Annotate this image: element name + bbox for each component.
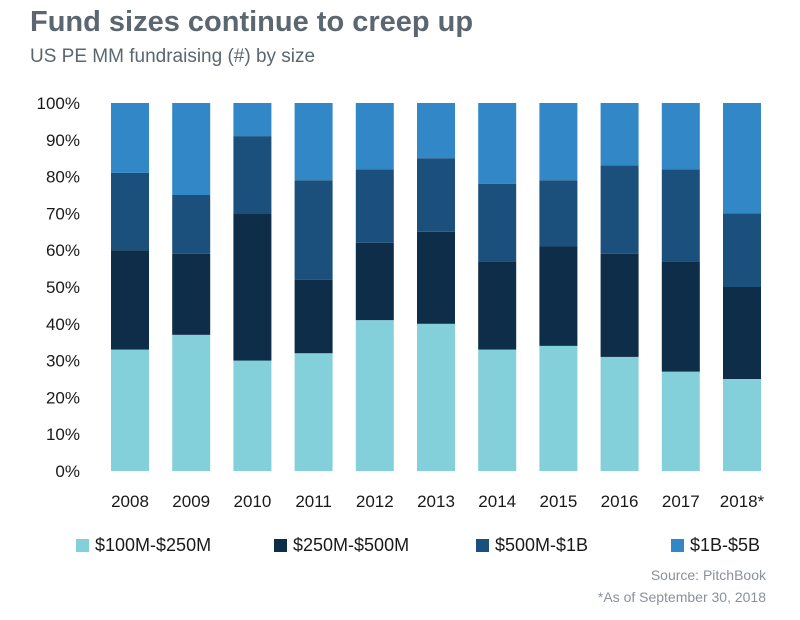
y-tick-label: 10% (46, 425, 80, 444)
bar-segment (233, 103, 272, 137)
stacked-bar-chart: 0% 10% 20% 30% 40% 50% 60% 70% 80% 90% 100% 2008 200… (37, 94, 765, 511)
bar-segment (172, 334, 211, 471)
legend-label: $250M-$500M (293, 535, 410, 555)
bar-segment (111, 349, 149, 471)
bar-segment (172, 253, 211, 335)
bar-segment (355, 103, 394, 170)
bar-segment (539, 345, 578, 471)
y-tick-label: 100% (37, 94, 80, 113)
legend-swatch (76, 539, 89, 552)
legend-swatch (274, 539, 287, 552)
bar-segment (111, 103, 149, 173)
x-tick-label: 2008 (111, 492, 149, 511)
x-tick-label: 2014 (478, 492, 516, 511)
bar-segment (723, 213, 761, 287)
y-tick-label: 60% (46, 241, 80, 260)
bar-segment (417, 323, 455, 471)
bar-segment (355, 169, 394, 243)
legend-label: $100M-$250M (95, 535, 212, 555)
y-tick-label: 20% (46, 388, 80, 407)
bar-segment (723, 379, 761, 471)
x-tick-label: 2013 (417, 492, 455, 511)
x-tick-label: 2016 (601, 492, 639, 511)
y-tick-label: 70% (46, 204, 80, 223)
bar-segment (355, 320, 394, 471)
bar-segment (294, 103, 333, 181)
bar-segment (600, 165, 639, 254)
bar-segment (539, 103, 578, 181)
bar-segment (661, 169, 700, 262)
bar-segment (661, 103, 700, 170)
bar-segment (478, 103, 517, 184)
chart-title: Fund sizes continue to creep up (30, 6, 474, 38)
bar-segment (417, 103, 455, 159)
bar-segment (661, 261, 700, 372)
legend-item: $100M-$250M (76, 535, 211, 556)
x-tick-label: 2012 (356, 492, 394, 511)
bar-segment (723, 287, 761, 379)
x-tick-label: 2017 (662, 492, 700, 511)
bar-segment (600, 253, 639, 357)
bar-segment (478, 261, 517, 350)
bar-segment (600, 356, 639, 471)
bar-segment (539, 246, 578, 346)
bar-segment (723, 103, 761, 214)
x-tick-label: 2015 (539, 492, 577, 511)
footnote: *As of September 30, 2018 (597, 589, 766, 605)
bar-segment (172, 103, 211, 195)
x-tick-label: 2010 (233, 492, 271, 511)
y-tick-label: 30% (46, 352, 80, 371)
legend-label: $500M-$1B (495, 535, 589, 555)
chart-legend: $100M-$250M $250M-$500M $500M-$1B $1B-$5B (76, 535, 796, 561)
y-tick-label: 40% (46, 315, 80, 334)
y-tick-label: 80% (46, 168, 80, 187)
legend-swatch (671, 539, 684, 552)
bar-segment (661, 371, 700, 471)
bar-segment (294, 353, 333, 471)
bar-segment (111, 172, 149, 251)
x-tick-label: 2009 (172, 492, 210, 511)
bar-segment (294, 279, 333, 354)
bar-segment (539, 180, 578, 247)
bar-segment (417, 158, 455, 232)
bar-segment (172, 195, 211, 254)
bar-segment (417, 231, 455, 324)
legend-item: $500M-$1B (476, 535, 588, 556)
x-tick-label: 2018* (720, 492, 765, 511)
source-note: Source: PitchBook (650, 567, 766, 583)
bar-segment (233, 360, 272, 471)
bar-segment (478, 349, 517, 471)
legend-swatch (476, 539, 489, 552)
bar-segment (294, 180, 333, 280)
bar-segment (355, 242, 394, 321)
legend-item: $1B-$5B (671, 535, 760, 556)
chart-subtitle: US PE MM fundraising (#) by size (30, 46, 316, 67)
y-tick-label: 50% (46, 278, 80, 297)
bar-segment (600, 103, 639, 166)
legend-item: $250M-$500M (274, 535, 409, 556)
bar-segment (478, 183, 517, 262)
bar-segment (111, 250, 149, 350)
x-tick-label: 2011 (295, 492, 332, 511)
bar-segment (233, 213, 272, 361)
legend-label: $1B-$5B (690, 535, 761, 555)
bar-segment (233, 136, 272, 214)
y-tick-label: 0% (55, 462, 80, 481)
y-tick-label: 90% (46, 131, 80, 150)
